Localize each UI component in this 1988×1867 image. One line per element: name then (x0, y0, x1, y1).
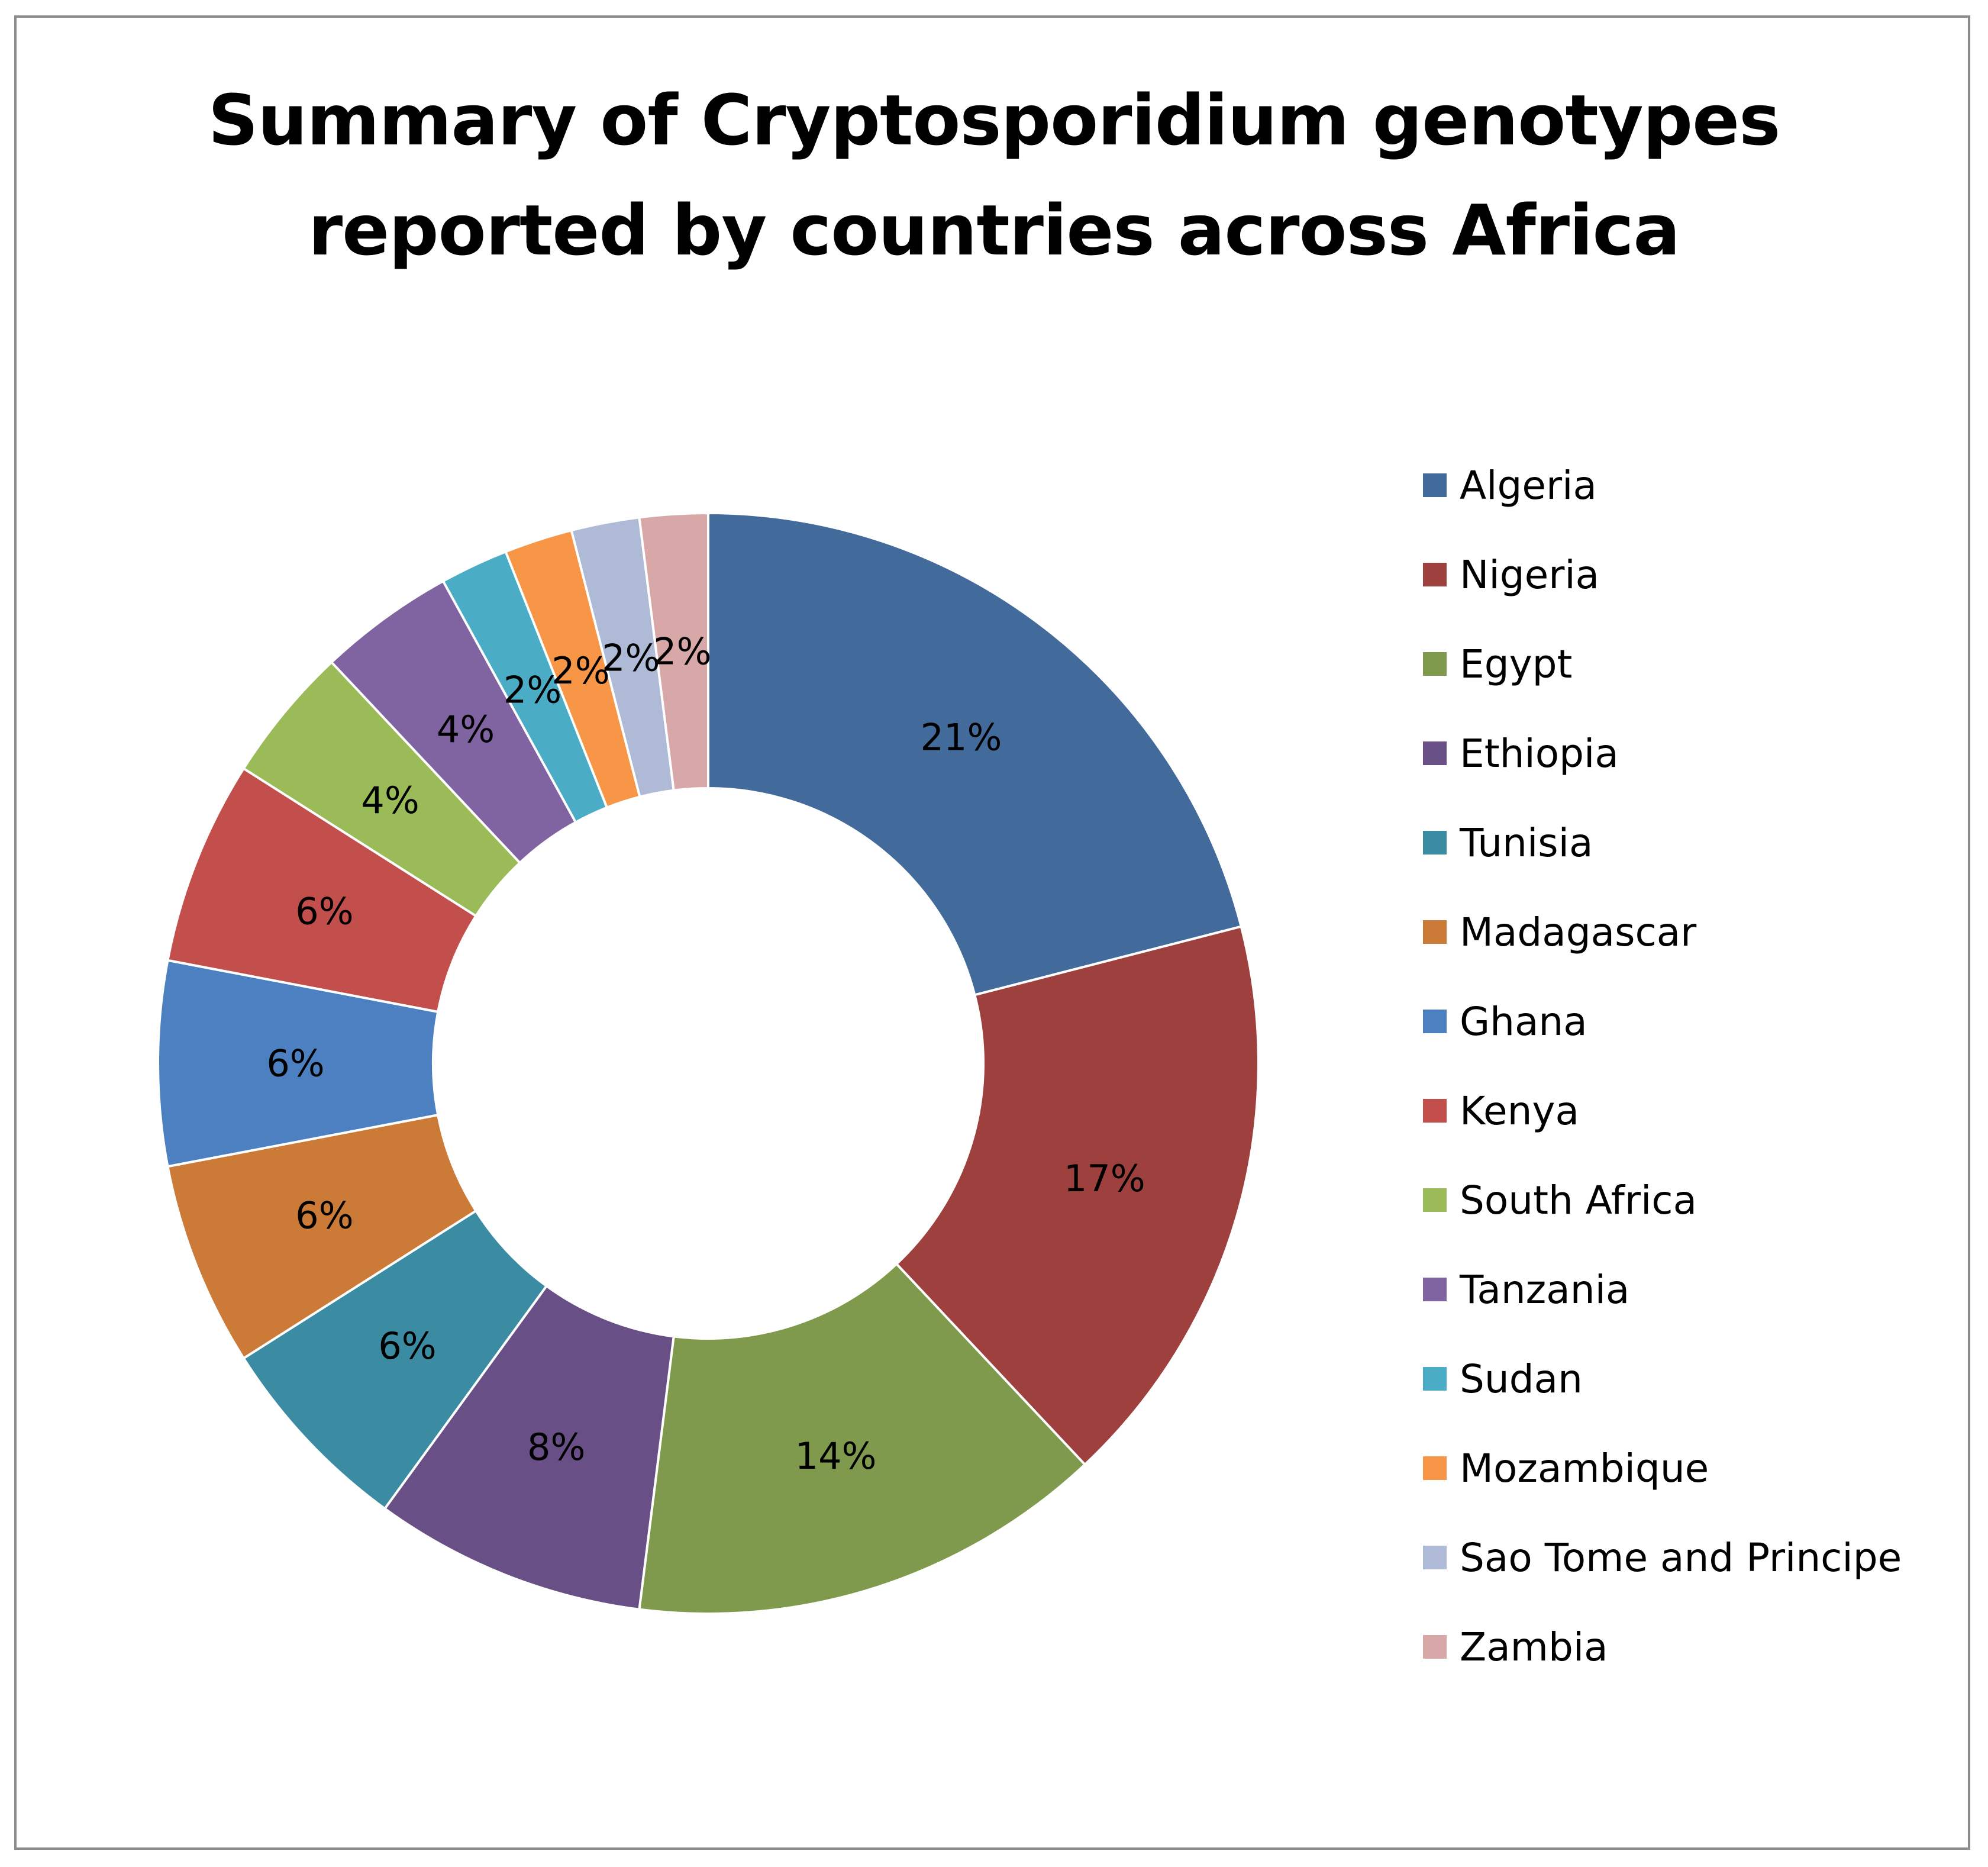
legend-swatch (1423, 563, 1447, 586)
chart-title-line-1: Summary of Cryptosporidium genotypes (208, 79, 1781, 161)
data-label-tanzania: 4% (437, 708, 495, 751)
legend-item-kenya[interactable]: Kenya (1423, 1081, 1579, 1140)
legend-label: Ethiopia (1460, 730, 1619, 776)
data-label-ethiopia: 8% (527, 1426, 585, 1469)
legend-label: Nigeria (1460, 552, 1600, 598)
slices-layer (157, 511, 1260, 1615)
legend-item-ghana[interactable]: Ghana (1423, 992, 1587, 1051)
slice-algeria[interactable] (707, 511, 1243, 997)
legend-item-south-africa[interactable]: South Africa (1423, 1170, 1697, 1230)
legend-swatch (1423, 1546, 1447, 1569)
legend-item-madagascar[interactable]: Madagascar (1423, 902, 1696, 962)
legend-item-mozambique[interactable]: Mozambique (1423, 1439, 1709, 1498)
legend-label: Madagascar (1460, 909, 1697, 955)
data-label-sao-tome-and-principe: 2% (602, 636, 660, 679)
legend-item-tunisia[interactable]: Tunisia (1423, 813, 1593, 872)
data-label-madagascar: 6% (295, 1194, 353, 1237)
legend-swatch (1423, 1635, 1447, 1659)
legend-label: Zambia (1460, 1624, 1608, 1670)
data-label-tunisia: 6% (378, 1324, 436, 1368)
data-label-mozambique: 2% (551, 649, 609, 692)
legend-item-sao-tome-and-principe[interactable]: Sao Tome and Principe (1423, 1528, 1902, 1587)
legend-swatch (1423, 741, 1447, 765)
data-label-nigeria: 17% (1064, 1157, 1145, 1200)
legend-label: Algeria (1460, 462, 1597, 508)
data-label-algeria: 21% (921, 715, 1002, 759)
legend-label: Ghana (1460, 998, 1587, 1044)
legend-label: Sao Tome and Principe (1460, 1534, 1902, 1581)
legend-item-ethiopia[interactable]: Ethiopia (1423, 724, 1619, 783)
legend-swatch (1423, 1010, 1447, 1033)
legend-label: Tunisia (1460, 820, 1593, 866)
legend-label: South Africa (1460, 1177, 1697, 1223)
legend-swatch (1423, 1099, 1447, 1123)
legend-swatch (1423, 473, 1447, 497)
legend-item-tanzania[interactable]: Tanzania (1423, 1260, 1629, 1319)
legend-swatch (1423, 652, 1447, 676)
legend-item-sudan[interactable]: Sudan (1423, 1349, 1583, 1408)
labels-layer: 21%17%14%8%6%6%6%6%4%4%2%2%2%2% (266, 630, 1145, 1477)
slice-zambia[interactable] (638, 511, 709, 792)
legend-swatch (1423, 1367, 1447, 1391)
legend-swatch (1423, 831, 1447, 855)
slice-nigeria[interactable] (895, 925, 1260, 1466)
slice-ethiopia[interactable] (383, 1284, 675, 1611)
legend-item-egypt[interactable]: Egypt (1423, 634, 1572, 694)
legend-label: Egypt (1460, 641, 1573, 687)
legend-swatch (1423, 920, 1447, 944)
data-label-ghana: 6% (266, 1042, 324, 1085)
legend-label: Kenya (1460, 1088, 1579, 1134)
chart-title-line-2: reported by countries across Africa (308, 189, 1680, 272)
slice-egypt[interactable] (638, 1262, 1087, 1615)
legend-label: Mozambique (1460, 1445, 1709, 1491)
legend-item-algeria[interactable]: Algeria (1423, 456, 1597, 515)
legend-item-zambia[interactable]: Zambia (1423, 1617, 1608, 1676)
data-label-south-africa: 4% (361, 779, 419, 822)
legend-label: Sudan (1460, 1356, 1583, 1402)
legend-item-nigeria[interactable]: Nigeria (1423, 545, 1599, 604)
legend-label: Tanzania (1460, 1266, 1630, 1313)
legend-swatch (1423, 1188, 1447, 1212)
legend-swatch (1423, 1278, 1447, 1301)
legend-swatch (1423, 1456, 1447, 1480)
chart-title: Summary of Cryptosporidium genotypes rep… (0, 65, 1988, 286)
data-label-kenya: 6% (295, 890, 353, 933)
data-label-sudan: 2% (504, 668, 561, 711)
data-label-egypt: 14% (795, 1434, 877, 1478)
data-label-zambia: 2% (653, 630, 711, 673)
